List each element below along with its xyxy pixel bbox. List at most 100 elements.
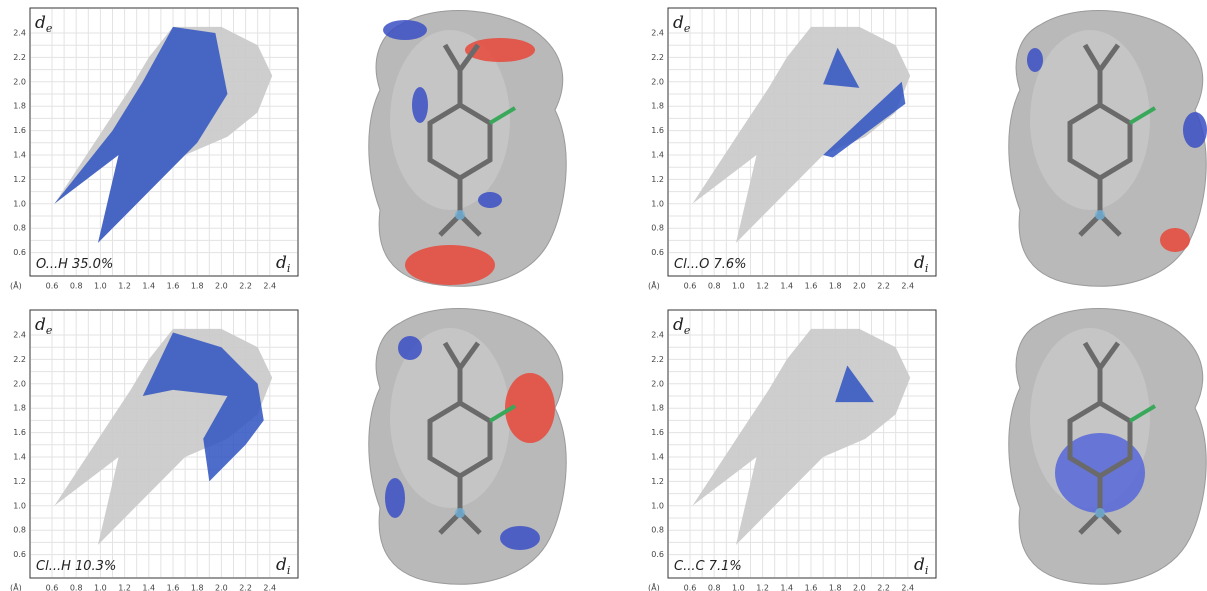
x-tick-label: 0.6 — [684, 282, 697, 291]
x-tick-label: 1.2 — [118, 584, 131, 591]
y-tick-label: 2.4 — [13, 331, 26, 340]
x-tick-label: 1.0 — [94, 584, 107, 591]
surface-spot — [1160, 228, 1190, 252]
y-tick-label: 0.8 — [13, 224, 26, 233]
x-tick-label: 2.4 — [901, 584, 914, 591]
y-tick-label: 2.4 — [13, 29, 26, 38]
unit-label: (Å) — [10, 582, 22, 591]
x-tick-label: 1.2 — [756, 584, 769, 591]
x-tick-label: 1.4 — [142, 282, 155, 291]
y-tick-label: 1.6 — [651, 428, 664, 437]
y-axis-subscript: e — [684, 324, 691, 337]
x-tick-label: 2.0 — [853, 282, 866, 291]
y-tick-label: 1.4 — [651, 151, 664, 160]
surface-spot — [500, 526, 540, 550]
y-tick-label: 0.8 — [651, 224, 664, 233]
y-axis-subscript: e — [684, 22, 691, 35]
y-tick-label: 1.2 — [651, 477, 664, 486]
x-tick-label: 1.8 — [829, 584, 842, 591]
figure: 2.4 2.2 2.0 1.8 1.6 1.4 1.2 1.0 0.8 0.6 0.6 0.8 1.0 1… — [0, 0, 1207, 591]
y-tick-label: 0.8 — [13, 526, 26, 535]
hirshfeld-surface — [1009, 11, 1207, 287]
y-tick-label: 1.4 — [651, 453, 664, 462]
panel-label: C...C 7.1% — [674, 559, 742, 574]
y-tick-label: 2.2 — [13, 53, 26, 62]
x-tick-label: 2.2 — [239, 584, 252, 591]
y-tick-label: 0.6 — [651, 248, 664, 257]
x-tick-label: 2.4 — [263, 282, 276, 291]
x-tick-label: 1.2 — [118, 282, 131, 291]
y-axis-subscript: e — [46, 22, 53, 35]
x-tick-label: 1.6 — [805, 282, 818, 291]
panel-label: Cl...H 10.3% — [36, 559, 116, 574]
surface-spot — [412, 87, 428, 123]
y-tick-label: 1.6 — [13, 126, 26, 135]
x-tick-label: 2.0 — [215, 282, 228, 291]
x-tick-label: 0.8 — [70, 584, 83, 591]
x-tick-label: 2.0 — [215, 584, 228, 591]
y-tick-label: 1.4 — [13, 151, 26, 160]
hirshfeld-surface — [1009, 309, 1206, 585]
x-tick-label: 1.8 — [191, 282, 204, 291]
hirshfeld-surface — [369, 309, 566, 585]
molecule-n — [455, 210, 465, 220]
panel-label: O...H 35.0% — [36, 257, 113, 272]
x-tick-label: 0.8 — [708, 282, 721, 291]
y-tick-label: 1.6 — [13, 428, 26, 437]
y-tick-label: 2.4 — [651, 29, 664, 38]
x-tick-label: 2.4 — [901, 282, 914, 291]
x-tick-label: 0.8 — [708, 584, 721, 591]
x-tick-label: 0.8 — [70, 282, 83, 291]
y-tick-label: 2.0 — [13, 379, 26, 388]
y-tick-label: 1.8 — [13, 102, 26, 111]
x-tick-label: 1.0 — [732, 584, 745, 591]
surface-spot — [398, 336, 422, 360]
y-tick-label: 2.0 — [651, 379, 664, 388]
y-tick-label: 2.2 — [13, 355, 26, 364]
unit-label: (Å) — [648, 582, 660, 591]
fingerprint-plot: 2.42.22.01.81.61.41.21.00.80.60.60.81.01… — [648, 310, 936, 591]
y-tick-label: 1.6 — [651, 126, 664, 135]
x-tick-label: 0.6 — [46, 584, 59, 591]
surface-spot — [385, 478, 405, 518]
molecule-n — [455, 508, 465, 518]
x-tick-label: 2.2 — [239, 282, 252, 291]
surface-spot — [478, 192, 502, 208]
y-tick-label: 1.8 — [13, 404, 26, 413]
y-tick-label: 0.6 — [13, 550, 26, 559]
y-tick-label: 0.6 — [651, 550, 664, 559]
y-tick-label: 1.0 — [13, 199, 26, 208]
x-tick-label: 1.4 — [780, 282, 793, 291]
x-axis-subscript: i — [287, 564, 291, 577]
fingerprint-plot: 2.42.22.01.81.61.41.21.00.80.60.60.81.01… — [10, 8, 298, 291]
y-tick-label: 0.8 — [651, 526, 664, 535]
x-tick-label: 1.6 — [805, 584, 818, 591]
y-tick-label: 1.2 — [651, 175, 664, 184]
y-axis-subscript: e — [46, 324, 53, 337]
y-tick-label: 2.0 — [651, 77, 664, 86]
x-axis-subscript: i — [287, 262, 291, 275]
x-tick-label: 0.6 — [46, 282, 59, 291]
fingerprint-plot: 2.4 2.2 2.0 1.8 1.6 1.4 1.2 1.0 0.8 0.6 0.6 0.8 1.0 1… — [10, 310, 298, 591]
x-tick-label: 1.8 — [829, 282, 842, 291]
x-tick-label: 1.2 — [756, 282, 769, 291]
x-tick-label: 1.4 — [780, 584, 793, 591]
x-tick-label: 2.4 — [263, 584, 276, 591]
y-tick-label: 1.0 — [13, 501, 26, 510]
x-axis-subscript: i — [925, 262, 929, 275]
x-tick-label: 1.6 — [167, 282, 180, 291]
x-tick-label: 2.0 — [853, 584, 866, 591]
x-tick-label: 1.0 — [94, 282, 107, 291]
y-tick-label: 1.8 — [651, 404, 664, 413]
y-tick-label: 1.2 — [13, 477, 26, 486]
x-tick-label: 1.0 — [732, 282, 745, 291]
molecule-n — [1095, 508, 1105, 518]
y-tick-label: 2.0 — [13, 77, 26, 86]
x-tick-label: 2.2 — [877, 584, 890, 591]
y-tick-label: 1.2 — [13, 175, 26, 184]
y-tick-label: 1.4 — [13, 453, 26, 462]
surface-spot — [405, 245, 495, 285]
y-tick-label: 2.4 — [651, 331, 664, 340]
surface-spot — [383, 20, 427, 40]
